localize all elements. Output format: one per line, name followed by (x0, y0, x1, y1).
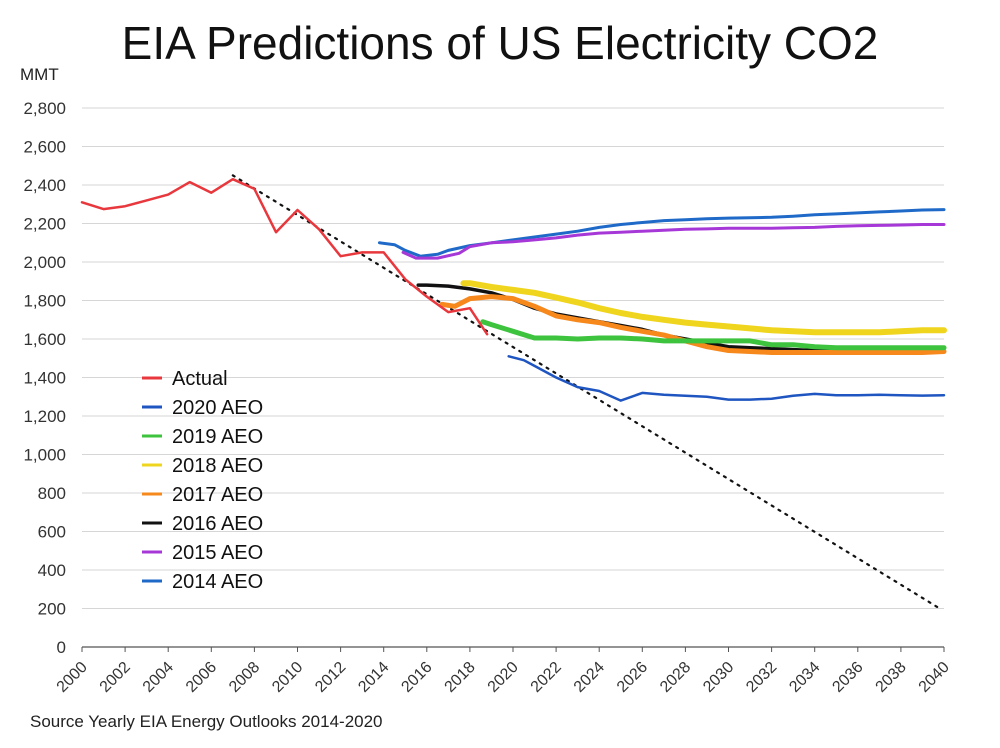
legend-label: 2015 AEO (172, 542, 263, 564)
y-tick-label: 400 (38, 561, 66, 580)
series-line-2020-aeo (507, 355, 946, 402)
trend-line-group (231, 174, 941, 610)
x-tick-label: 2010 (269, 659, 306, 696)
y-tick-label: 600 (38, 523, 66, 542)
trend-line (231, 174, 941, 610)
x-tick-label: 2002 (97, 659, 134, 696)
legend-label: 2017 AEO (172, 484, 263, 506)
y-tick-label: 1,200 (23, 407, 66, 426)
y-tick-label: 2,000 (23, 253, 66, 272)
y-tick-label: 2,800 (23, 99, 66, 118)
x-tick-label: 2038 (873, 659, 910, 696)
x-tick-label: 2032 (743, 659, 780, 696)
axes: 0 200 400 600 800 1,000 1,200 1,400 1,600 1,800 2,… (23, 99, 952, 696)
legend-label: Actual (172, 368, 228, 390)
x-tick-label: 2016 (398, 659, 435, 696)
gridlines (82, 107, 944, 609)
legend-label: 2019 AEO (172, 426, 263, 448)
y-tick-label: 0 (57, 638, 66, 657)
y-tick-label: 200 (38, 600, 66, 619)
x-tick-label: 2028 (657, 659, 694, 696)
series-group (80, 177, 947, 402)
x-tick-label: 2012 (312, 659, 349, 696)
y-tick-label: 1,600 (23, 330, 66, 349)
series-line-2014-aeo (377, 208, 946, 258)
x-tick-label: 2014 (355, 659, 392, 696)
y-axis-label: MMT (20, 65, 59, 84)
series-line-actual (80, 177, 489, 336)
y-tick-label: 2,400 (23, 176, 66, 195)
source-note: Source Yearly EIA Energy Outlooks 2014-2… (30, 712, 383, 731)
x-tick-label: 2036 (829, 659, 866, 696)
x-tick-label: 2000 (54, 659, 91, 696)
series-line-2015-aeo (401, 223, 946, 260)
x-tick-label: 2004 (140, 659, 177, 696)
x-tick-label: 2018 (442, 659, 479, 696)
legend-label: 2018 AEO (172, 455, 263, 477)
x-tick-label: 2022 (528, 659, 565, 696)
y-tick-label: 2,600 (23, 138, 66, 157)
series-line-2018-aeo (460, 280, 947, 336)
x-tick-label: 2024 (571, 659, 608, 696)
legend: Actual 2020 AEO 2019 AEO 2018 AEO 2017 AEO 20… (142, 368, 263, 593)
series-line-2019-aeo (480, 319, 947, 351)
legend-label: 2020 AEO (172, 397, 263, 419)
legend-label: 2014 AEO (172, 571, 263, 593)
y-tick-label: 1,400 (23, 369, 66, 388)
x-tick-label: 2020 (485, 659, 522, 696)
legend-label: 2016 AEO (172, 513, 263, 535)
x-tick-label: 2034 (786, 659, 823, 696)
x-tick-label: 2030 (700, 659, 737, 696)
y-tick-label: 1,000 (23, 446, 66, 465)
x-tick-label: 2040 (916, 659, 953, 696)
chart-title: EIA Predictions of US Electricity CO2 (121, 17, 879, 69)
x-tick-label: 2008 (226, 659, 263, 696)
x-tick-label: 2006 (183, 659, 220, 696)
x-tick-label: 2026 (614, 659, 651, 696)
y-tick-label: 800 (38, 484, 66, 503)
y-tick-label: 2,200 (23, 215, 66, 234)
y-tick-label: 1,800 (23, 292, 66, 311)
